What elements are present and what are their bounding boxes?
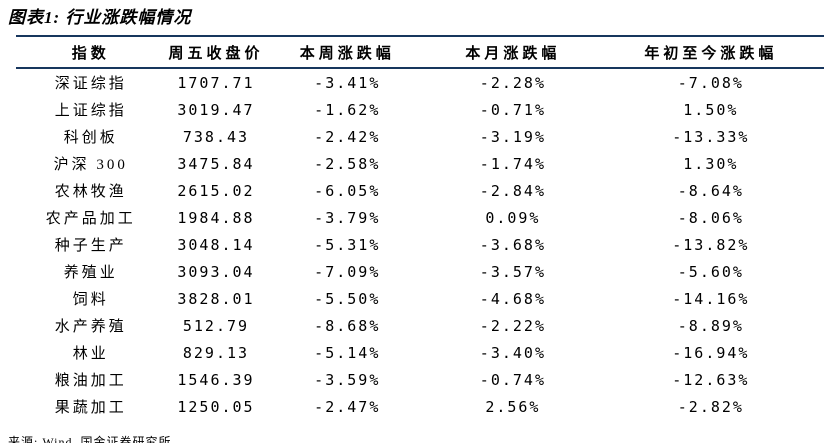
cell-name: 深证综指 — [54, 76, 127, 92]
cell-close: 1546.39 — [177, 370, 255, 389]
cell-week: -2.42% — [314, 127, 381, 146]
cell-ytd: -8.89% — [677, 316, 744, 335]
cell-ytd: 1.30% — [683, 154, 739, 173]
cell-month: -0.74% — [479, 370, 546, 389]
cell-week: -3.41% — [314, 73, 381, 92]
cell-ytd: 1.50% — [683, 100, 739, 119]
table-row: 种子生产 3048.14 -5.31% -3.68% -13.82% — [16, 231, 824, 258]
cell-month: -3.57% — [479, 262, 546, 281]
cell-ytd: -5.60% — [677, 262, 744, 281]
column-header: 周五收盘价 — [165, 35, 267, 69]
industry-change-table: 指数 周五收盘价 本周涨跌幅 本月涨跌幅 年初至今涨跌幅 深证综指 1707.71 -3.4… — [16, 35, 824, 420]
cell-close: 3093.04 — [177, 262, 255, 281]
cell-name: 林业 — [72, 346, 109, 362]
cell-ytd: -8.06% — [677, 208, 744, 227]
cell-week: -6.05% — [314, 181, 381, 200]
column-header: 本周涨跌幅 — [266, 35, 429, 69]
cell-month: -2.28% — [479, 73, 546, 92]
cell-month: -3.68% — [479, 235, 546, 254]
cell-close: 738.43 — [182, 127, 250, 146]
cell-name: 饲料 — [72, 292, 109, 308]
cell-close: 1707.71 — [177, 73, 255, 92]
cell-ytd: -8.64% — [677, 181, 744, 200]
cell-name: 科创板 — [63, 130, 118, 146]
cell-close: 3048.14 — [177, 235, 255, 254]
cell-ytd: -14.16% — [672, 289, 750, 308]
cell-week: -5.14% — [314, 343, 381, 362]
table-row: 养殖业 3093.04 -7.09% -3.57% -5.60% — [16, 258, 824, 285]
cell-month: -0.71% — [479, 100, 546, 119]
cell-close: 3475.84 — [177, 154, 255, 173]
cell-close: 1250.05 — [177, 397, 255, 416]
cell-close: 3019.47 — [177, 100, 255, 119]
table-row: 果蔬加工 1250.05 -2.47% 2.56% -2.82% — [16, 393, 824, 420]
cell-week: -3.59% — [314, 370, 381, 389]
cell-name: 粮油加工 — [54, 373, 127, 389]
cell-month: -3.40% — [479, 343, 546, 362]
table-row: 农林牧渔 2615.02 -6.05% -2.84% -8.64% — [16, 177, 824, 204]
cell-name: 果蔬加工 — [54, 400, 127, 416]
cell-name: 农林牧渔 — [54, 184, 127, 200]
column-header: 年初至今涨跌幅 — [597, 35, 824, 69]
cell-name: 养殖业 — [63, 265, 118, 281]
column-header: 本月涨跌幅 — [428, 35, 598, 69]
cell-close: 829.13 — [182, 343, 250, 362]
figure-title: 图表1: 行业涨跌幅情况 — [8, 8, 192, 27]
cell-week: -3.79% — [314, 208, 381, 227]
cell-name: 农产品加工 — [45, 211, 136, 227]
cell-name: 沪深 300 — [53, 157, 128, 173]
cell-week: -2.47% — [314, 397, 381, 416]
cell-close: 1984.88 — [177, 208, 255, 227]
table-row: 饲料 3828.01 -5.50% -4.68% -14.16% — [16, 285, 824, 312]
cell-name: 种子生产 — [54, 238, 127, 254]
cell-ytd: -16.94% — [672, 343, 750, 362]
cell-ytd: -13.82% — [672, 235, 750, 254]
cell-close: 3828.01 — [177, 289, 255, 308]
table-row: 农产品加工 1984.88 -3.79% 0.09% -8.06% — [16, 204, 824, 231]
table-row: 科创板 738.43 -2.42% -3.19% -13.33% — [16, 123, 824, 150]
cell-month: 0.09% — [485, 208, 541, 227]
cell-close: 2615.02 — [177, 181, 255, 200]
cell-week: -7.09% — [314, 262, 381, 281]
cell-month: -2.22% — [479, 316, 546, 335]
cell-close: 512.79 — [182, 316, 250, 335]
cell-week: -8.68% — [314, 316, 381, 335]
cell-month: -4.68% — [479, 289, 546, 308]
cell-name: 上证综指 — [54, 103, 127, 119]
table-row: 沪深 300 3475.84 -2.58% -1.74% 1.30% — [16, 150, 824, 177]
header-row: 指数 周五收盘价 本周涨跌幅 本月涨跌幅 年初至今涨跌幅 — [16, 35, 824, 69]
cell-month: -1.74% — [479, 154, 546, 173]
table-row: 林业 829.13 -5.14% -3.40% -16.94% — [16, 339, 824, 366]
cell-week: -1.62% — [314, 100, 381, 119]
cell-ytd: -13.33% — [672, 127, 750, 146]
cell-month: -2.84% — [479, 181, 546, 200]
table-row: 深证综指 1707.71 -3.41% -2.28% -7.08% — [16, 68, 824, 96]
table-row: 上证综指 3019.47 -1.62% -0.71% 1.50% — [16, 96, 824, 123]
cell-ytd: -12.63% — [672, 370, 750, 389]
column-header: 指数 — [16, 35, 166, 69]
cell-name: 水产养殖 — [54, 319, 127, 335]
cell-ytd: -7.08% — [677, 73, 744, 92]
table-row: 粮油加工 1546.39 -3.59% -0.74% -12.63% — [16, 366, 824, 393]
cell-month: -3.19% — [479, 127, 546, 146]
cell-week: -2.58% — [314, 154, 381, 173]
cell-month: 2.56% — [485, 397, 541, 416]
source-note: 来源: Wind, 国金证券研究所 — [8, 435, 172, 443]
cell-ytd: -2.82% — [677, 397, 744, 416]
cell-week: -5.50% — [314, 289, 381, 308]
cell-week: -5.31% — [314, 235, 381, 254]
table-row: 水产养殖 512.79 -8.68% -2.22% -8.89% — [16, 312, 824, 339]
